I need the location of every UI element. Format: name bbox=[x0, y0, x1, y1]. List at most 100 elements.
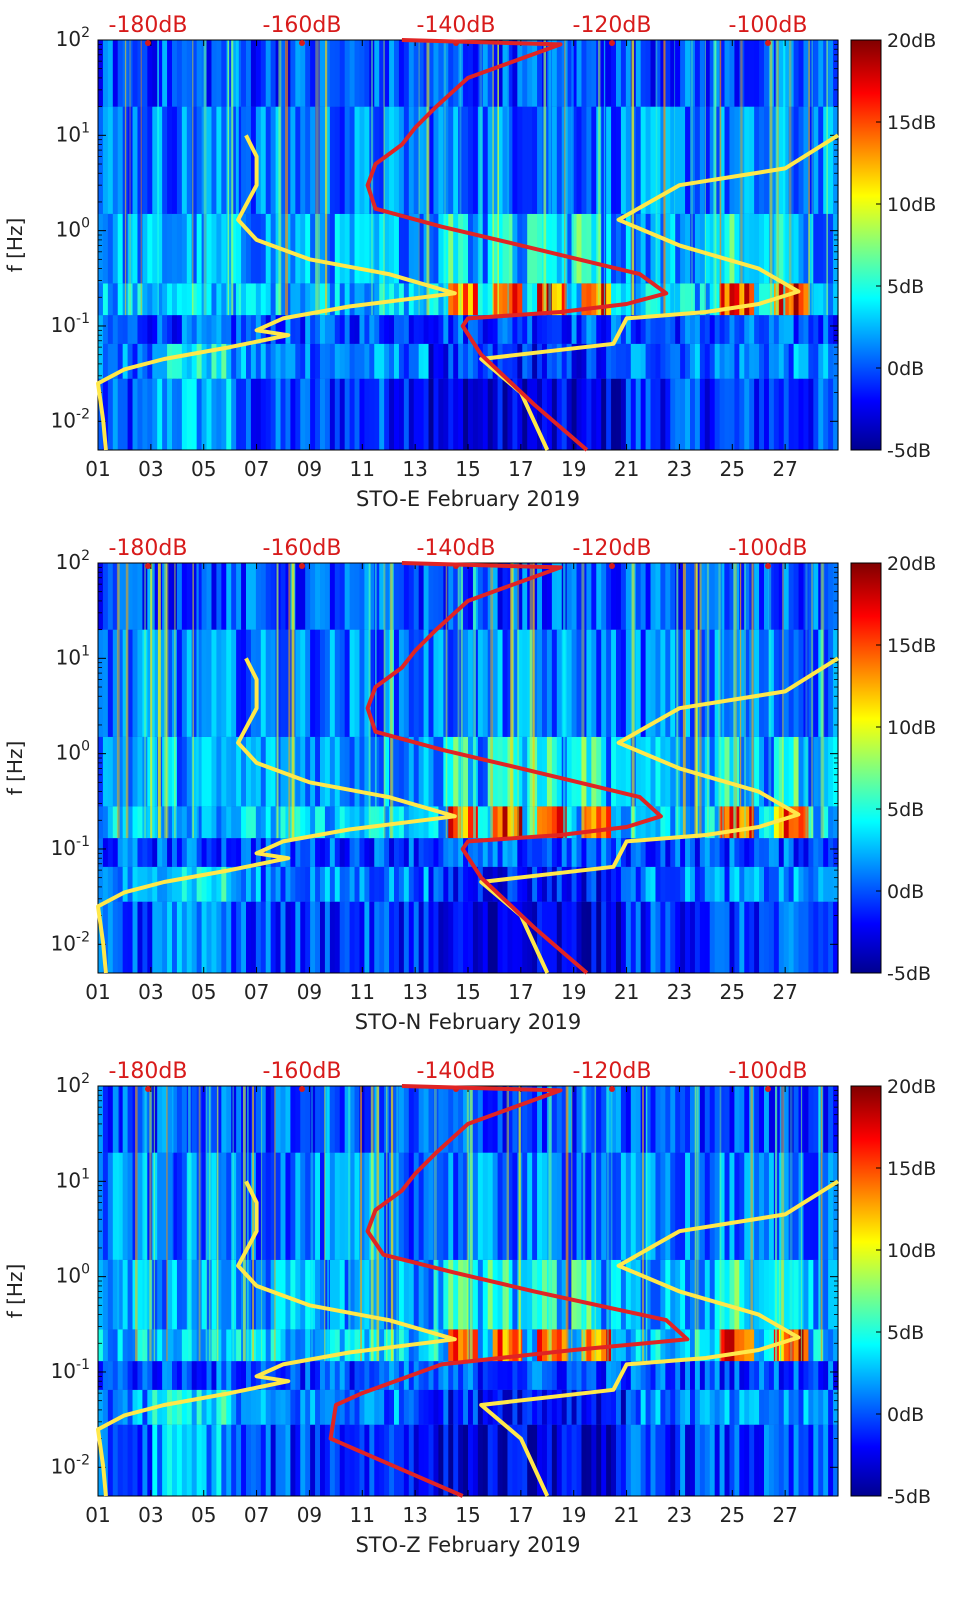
top-axis-marker bbox=[299, 40, 305, 46]
x-tick-label: 19 bbox=[561, 457, 586, 481]
y-axis-label: f [Hz] bbox=[3, 218, 27, 273]
colorbar-tick-label: -5dB bbox=[887, 1486, 931, 1508]
colorbar-tick-label: 15dB bbox=[887, 112, 936, 134]
top-axis-marker bbox=[299, 1086, 305, 1092]
series-line bbox=[96, 1180, 457, 1497]
x-tick-label: 11 bbox=[350, 1503, 375, 1527]
top-axis-marker bbox=[145, 40, 151, 46]
x-tick-label: 01 bbox=[85, 980, 110, 1004]
series-line bbox=[96, 657, 457, 974]
top-axis-label: -180dB bbox=[109, 1059, 188, 1084]
x-tick-label: 19 bbox=[561, 1503, 586, 1527]
x-tick-label: 17 bbox=[508, 1503, 533, 1527]
top-axis-marker bbox=[145, 1086, 151, 1092]
y-tick-label: 102 bbox=[56, 1071, 90, 1097]
colorbar-tick-label: -5dB bbox=[887, 963, 931, 985]
colorbar-tick-label: 10dB bbox=[887, 194, 936, 216]
spectrogram-panel: 01 03 05 07 09 11 13 15 17 19 21 23 25 27 10-2 10-1 100 1… bbox=[3, 1059, 936, 1557]
x-tick-label: 25 bbox=[720, 1503, 745, 1527]
series-line bbox=[479, 1179, 840, 1497]
x-tick-label: 15 bbox=[455, 980, 480, 1004]
top-axis-label: -140dB bbox=[417, 1059, 496, 1084]
y-tick-label: 101 bbox=[56, 643, 90, 669]
x-tick-label: 09 bbox=[297, 457, 322, 481]
x-tick-label: 21 bbox=[614, 1503, 639, 1527]
y-tick-label: 10-2 bbox=[51, 1452, 90, 1478]
x-tick-label: 21 bbox=[614, 980, 639, 1004]
colorbar bbox=[850, 1085, 882, 1497]
x-tick-label: 21 bbox=[614, 457, 639, 481]
colorbar bbox=[850, 562, 882, 974]
colorbar-tick-label: 5dB bbox=[887, 276, 924, 298]
spectrogram-panel: 01 03 05 07 09 11 13 15 17 19 21 23 25 27 10-2 10-1 100 1… bbox=[3, 536, 936, 1034]
y-axis-label: f [Hz] bbox=[3, 741, 27, 796]
x-tick-label: 25 bbox=[720, 980, 745, 1004]
x-tick-label: 07 bbox=[244, 980, 269, 1004]
y-tick-label: 10-2 bbox=[51, 929, 90, 955]
top-axis-marker bbox=[765, 40, 771, 46]
spectrogram-panel: 01 03 05 07 09 11 13 15 17 19 21 23 25 27 10-2 10-1 100 1… bbox=[3, 13, 936, 511]
x-tick-label: 01 bbox=[85, 457, 110, 481]
colorbar-tick-label: 5dB bbox=[887, 1322, 924, 1344]
x-tick-label: 19 bbox=[561, 980, 586, 1004]
series-line bbox=[96, 134, 457, 451]
series-line bbox=[365, 38, 669, 452]
x-tick-label: 23 bbox=[667, 1503, 692, 1527]
top-axis-label: -140dB bbox=[417, 536, 496, 561]
y-tick-label: 10-1 bbox=[51, 834, 90, 860]
x-tick-label: 03 bbox=[138, 980, 163, 1004]
x-tick-label: 27 bbox=[772, 980, 797, 1004]
y-tick-label: 102 bbox=[56, 548, 90, 574]
x-tick-label: 07 bbox=[244, 1503, 269, 1527]
x-tick-label: 09 bbox=[297, 1503, 322, 1527]
x-tick-label: 17 bbox=[508, 980, 533, 1004]
top-axis-label: -160dB bbox=[263, 13, 342, 38]
x-tick-label: 05 bbox=[191, 980, 216, 1004]
colorbar-tick-label: 15dB bbox=[887, 1158, 936, 1180]
x-tick-label: 13 bbox=[402, 457, 427, 481]
y-tick-label: 101 bbox=[56, 1166, 90, 1192]
y-tick-label: 100 bbox=[56, 216, 90, 242]
colorbar-tick-label: 15dB bbox=[887, 635, 936, 657]
colorbar-tick-label: 10dB bbox=[887, 717, 936, 739]
colorbar-tick-label: 10dB bbox=[887, 1240, 936, 1262]
x-tick-label: 03 bbox=[138, 457, 163, 481]
x-axis-label: STO-Z February 2019 bbox=[355, 1533, 580, 1557]
colorbar-tick-label: -5dB bbox=[887, 440, 931, 462]
y-tick-label: 100 bbox=[56, 1262, 90, 1288]
x-tick-label: 09 bbox=[297, 980, 322, 1004]
heatmap-cells bbox=[98, 563, 839, 973]
x-tick-label: 15 bbox=[455, 1503, 480, 1527]
colorbar-tick-label: 20dB bbox=[887, 30, 936, 52]
y-axis-label: f [Hz] bbox=[3, 1264, 27, 1319]
top-axis-label: -160dB bbox=[263, 1059, 342, 1084]
series-line bbox=[365, 561, 663, 975]
x-tick-label: 01 bbox=[85, 1503, 110, 1527]
x-tick-label: 13 bbox=[402, 1503, 427, 1527]
top-axis-label: -120dB bbox=[573, 1059, 652, 1084]
x-tick-label: 11 bbox=[350, 457, 375, 481]
x-tick-label: 15 bbox=[455, 457, 480, 481]
series-line bbox=[328, 1084, 690, 1498]
top-axis-label: -120dB bbox=[573, 536, 652, 561]
top-axis-marker bbox=[299, 563, 305, 569]
heatmap-cells bbox=[98, 40, 839, 450]
x-tick-label: 23 bbox=[667, 457, 692, 481]
top-axis-label: -160dB bbox=[263, 536, 342, 561]
colorbar-tick-label: 0dB bbox=[887, 881, 924, 903]
top-axis-marker bbox=[765, 1086, 771, 1092]
x-tick-label: 07 bbox=[244, 457, 269, 481]
x-tick-label: 23 bbox=[667, 980, 692, 1004]
y-tick-label: 10-1 bbox=[51, 311, 90, 337]
top-axis-marker bbox=[145, 563, 151, 569]
x-axis-label: STO-N February 2019 bbox=[355, 1010, 581, 1034]
top-axis-label: -120dB bbox=[573, 13, 652, 38]
y-tick-label: 10-1 bbox=[51, 1357, 90, 1383]
top-axis-marker bbox=[609, 563, 615, 569]
x-tick-label: 05 bbox=[191, 457, 216, 481]
top-axis-label: -140dB bbox=[417, 13, 496, 38]
y-tick-label: 101 bbox=[56, 120, 90, 146]
colorbar-tick-label: 5dB bbox=[887, 799, 924, 821]
top-axis-label: -180dB bbox=[109, 13, 188, 38]
